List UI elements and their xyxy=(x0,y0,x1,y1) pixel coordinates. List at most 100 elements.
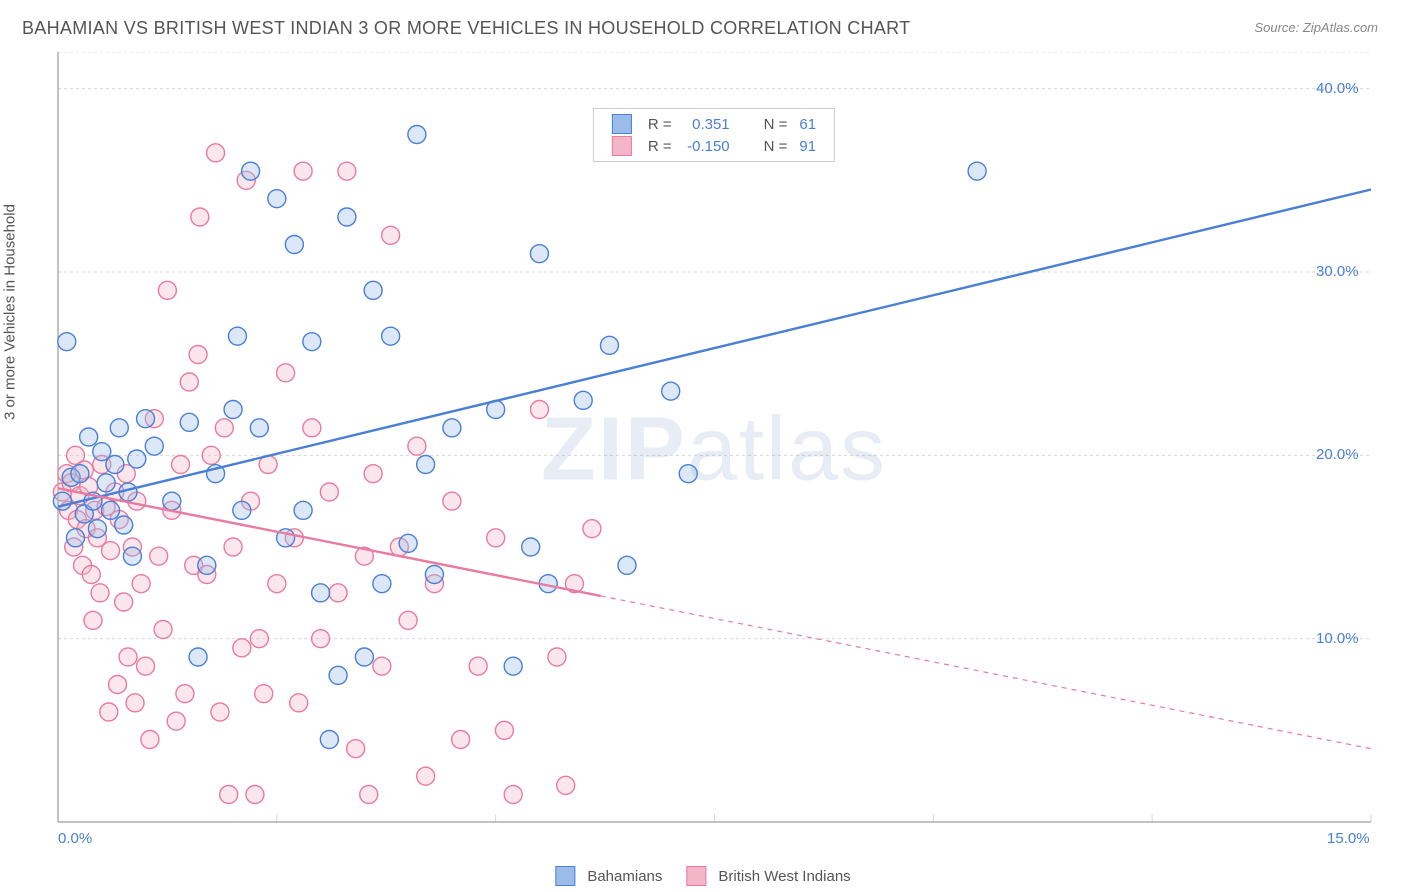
y-tick-label: 30.0% xyxy=(1316,263,1359,280)
y-axis-label: 3 or more Vehicles in Household xyxy=(2,204,19,420)
legend-n-value: 91 xyxy=(793,135,822,157)
scatter-point xyxy=(382,327,400,345)
scatter-point xyxy=(82,566,100,584)
scatter-point xyxy=(115,516,133,534)
scatter-point xyxy=(487,529,505,547)
scatter-point xyxy=(109,676,127,694)
scatter-point xyxy=(145,437,163,455)
scatter-point xyxy=(158,281,176,299)
scatter-point xyxy=(338,162,356,180)
scatter-point xyxy=(137,657,155,675)
scatter-point xyxy=(329,584,347,602)
scatter-point xyxy=(141,731,159,749)
scatter-point xyxy=(557,776,575,794)
scatter-point xyxy=(198,556,216,574)
y-tick-label: 20.0% xyxy=(1316,446,1359,463)
scatter-point xyxy=(97,474,115,492)
scatter-point xyxy=(91,584,109,602)
scatter-point xyxy=(242,162,260,180)
scatter-point xyxy=(137,410,155,428)
scatter-point xyxy=(88,520,106,538)
legend-label: Bahamians xyxy=(587,868,662,885)
legend-r-value: -0.150 xyxy=(678,135,736,157)
scatter-point xyxy=(679,465,697,483)
scatter-point xyxy=(364,281,382,299)
scatter-point xyxy=(320,483,338,501)
scatter-point xyxy=(58,333,76,351)
scatter-point xyxy=(373,657,391,675)
scatter-point xyxy=(106,456,124,474)
legend-stats: R =0.351N =61R =-0.150N =91 xyxy=(593,108,835,162)
scatter-point xyxy=(189,648,207,666)
scatter-point xyxy=(285,236,303,254)
scatter-point xyxy=(290,694,308,712)
scatter-point xyxy=(228,327,246,345)
scatter-point xyxy=(154,621,172,639)
scatter-point xyxy=(408,437,426,455)
scatter-point xyxy=(364,465,382,483)
y-tick-label: 40.0% xyxy=(1316,80,1359,97)
scatter-point xyxy=(180,373,198,391)
scatter-point xyxy=(126,694,144,712)
scatter-point xyxy=(600,336,618,354)
scatter-point xyxy=(618,556,636,574)
scatter-point xyxy=(408,126,426,144)
scatter-point xyxy=(443,492,461,510)
scatter-point xyxy=(530,245,548,263)
scatter-point xyxy=(202,446,220,464)
scatter-point xyxy=(373,575,391,593)
scatter-point xyxy=(382,226,400,244)
scatter-point xyxy=(67,529,85,547)
scatter-point xyxy=(128,450,146,468)
scatter-point xyxy=(250,630,268,648)
scatter-point xyxy=(504,786,522,804)
scatter-point xyxy=(150,547,168,565)
scatter-point xyxy=(176,685,194,703)
scatter-point xyxy=(250,419,268,437)
source-attribution: Source: ZipAtlas.com xyxy=(1254,20,1378,35)
scatter-point xyxy=(100,703,118,721)
scatter-point xyxy=(417,456,435,474)
legend-series: BahamiansBritish West Indians xyxy=(555,866,850,886)
scatter-point xyxy=(123,547,141,565)
scatter-point xyxy=(495,721,513,739)
scatter-plot-svg xyxy=(46,52,1382,848)
scatter-point xyxy=(102,542,120,560)
scatter-point xyxy=(399,534,417,552)
scatter-point xyxy=(347,740,365,758)
legend-swatch xyxy=(686,866,706,886)
scatter-point xyxy=(172,456,190,474)
scatter-point xyxy=(294,162,312,180)
legend-n-value: 61 xyxy=(793,113,822,135)
scatter-point xyxy=(360,786,378,804)
legend-n-label: N = xyxy=(758,113,794,135)
scatter-point xyxy=(132,575,150,593)
scatter-point xyxy=(399,611,417,629)
scatter-point xyxy=(115,593,133,611)
scatter-point xyxy=(189,346,207,364)
legend-r-value: 0.351 xyxy=(678,113,736,135)
scatter-point xyxy=(53,492,71,510)
chart-title: BAHAMIAN VS BRITISH WEST INDIAN 3 OR MOR… xyxy=(22,18,910,39)
scatter-point xyxy=(211,703,229,721)
scatter-point xyxy=(303,419,321,437)
scatter-point xyxy=(329,666,347,684)
scatter-point xyxy=(530,401,548,419)
legend-r-label: R = xyxy=(642,135,678,157)
legend-r-label: R = xyxy=(642,113,678,135)
scatter-point xyxy=(504,657,522,675)
scatter-point xyxy=(191,208,209,226)
scatter-point xyxy=(294,501,312,519)
scatter-point xyxy=(417,767,435,785)
scatter-point xyxy=(268,575,286,593)
legend-swatch xyxy=(555,866,575,886)
scatter-point xyxy=(180,413,198,431)
scatter-point xyxy=(574,391,592,409)
legend-swatch xyxy=(612,114,632,134)
scatter-point xyxy=(233,639,251,657)
scatter-point xyxy=(312,630,330,648)
scatter-point xyxy=(207,144,225,162)
scatter-point xyxy=(522,538,540,556)
scatter-point xyxy=(224,538,242,556)
scatter-point xyxy=(224,401,242,419)
